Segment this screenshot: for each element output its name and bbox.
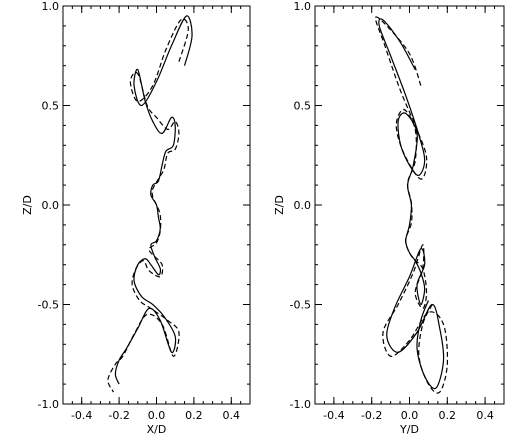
x-tick-label: 0.4 <box>223 409 241 422</box>
y-tick-label: -1.0 <box>290 398 311 411</box>
x-tick-label: -0.4 <box>323 409 344 422</box>
x-tick-label: -0.2 <box>361 409 382 422</box>
y-tick-label: 1.0 <box>42 0 60 13</box>
x-axis-label: X/D <box>147 423 167 436</box>
y-tick-label: -0.5 <box>290 299 311 312</box>
x-tick-label: 0.2 <box>185 409 203 422</box>
y-tick-label: 0.0 <box>294 199 312 212</box>
right-panel: -0.4 -0.2 0.0 0.2 0.4 -1.0 -0.5 0.0 0.5 1.0 Y/D Z/D <box>273 0 505 436</box>
y-tick-label: -0.5 <box>38 299 59 312</box>
y-tick-label: 1.0 <box>294 0 312 13</box>
solid-trajectory-line <box>114 15 193 385</box>
y-axis-label: Z/D <box>21 195 34 215</box>
plot-frame <box>314 5 505 405</box>
left-panel: -0.4 -0.2 0.0 0.2 0.4 -1.0 -0.5 0.0 0.5 1.0 X/D Z/D <box>21 0 251 436</box>
dashed-trajectory-line <box>374 16 449 394</box>
x-tick-label: 0.4 <box>476 409 494 422</box>
x-tick-label: 0.0 <box>401 409 419 422</box>
y-axis-label: Z/D <box>273 195 286 215</box>
y-tick-label: -1.0 <box>38 398 59 411</box>
y-tick-label: 0.5 <box>42 100 60 113</box>
y-tick-label: 0.0 <box>42 199 60 212</box>
x-tick-label: -0.2 <box>108 409 129 422</box>
y-tick-label: 0.5 <box>294 100 312 113</box>
x-tick-label: -0.4 <box>71 409 92 422</box>
x-tick-label: 0.2 <box>439 409 457 422</box>
x-axis-label: Y/D <box>399 423 419 436</box>
dashed-trajectory-line <box>107 18 189 393</box>
x-tick-label: 0.0 <box>148 409 166 422</box>
